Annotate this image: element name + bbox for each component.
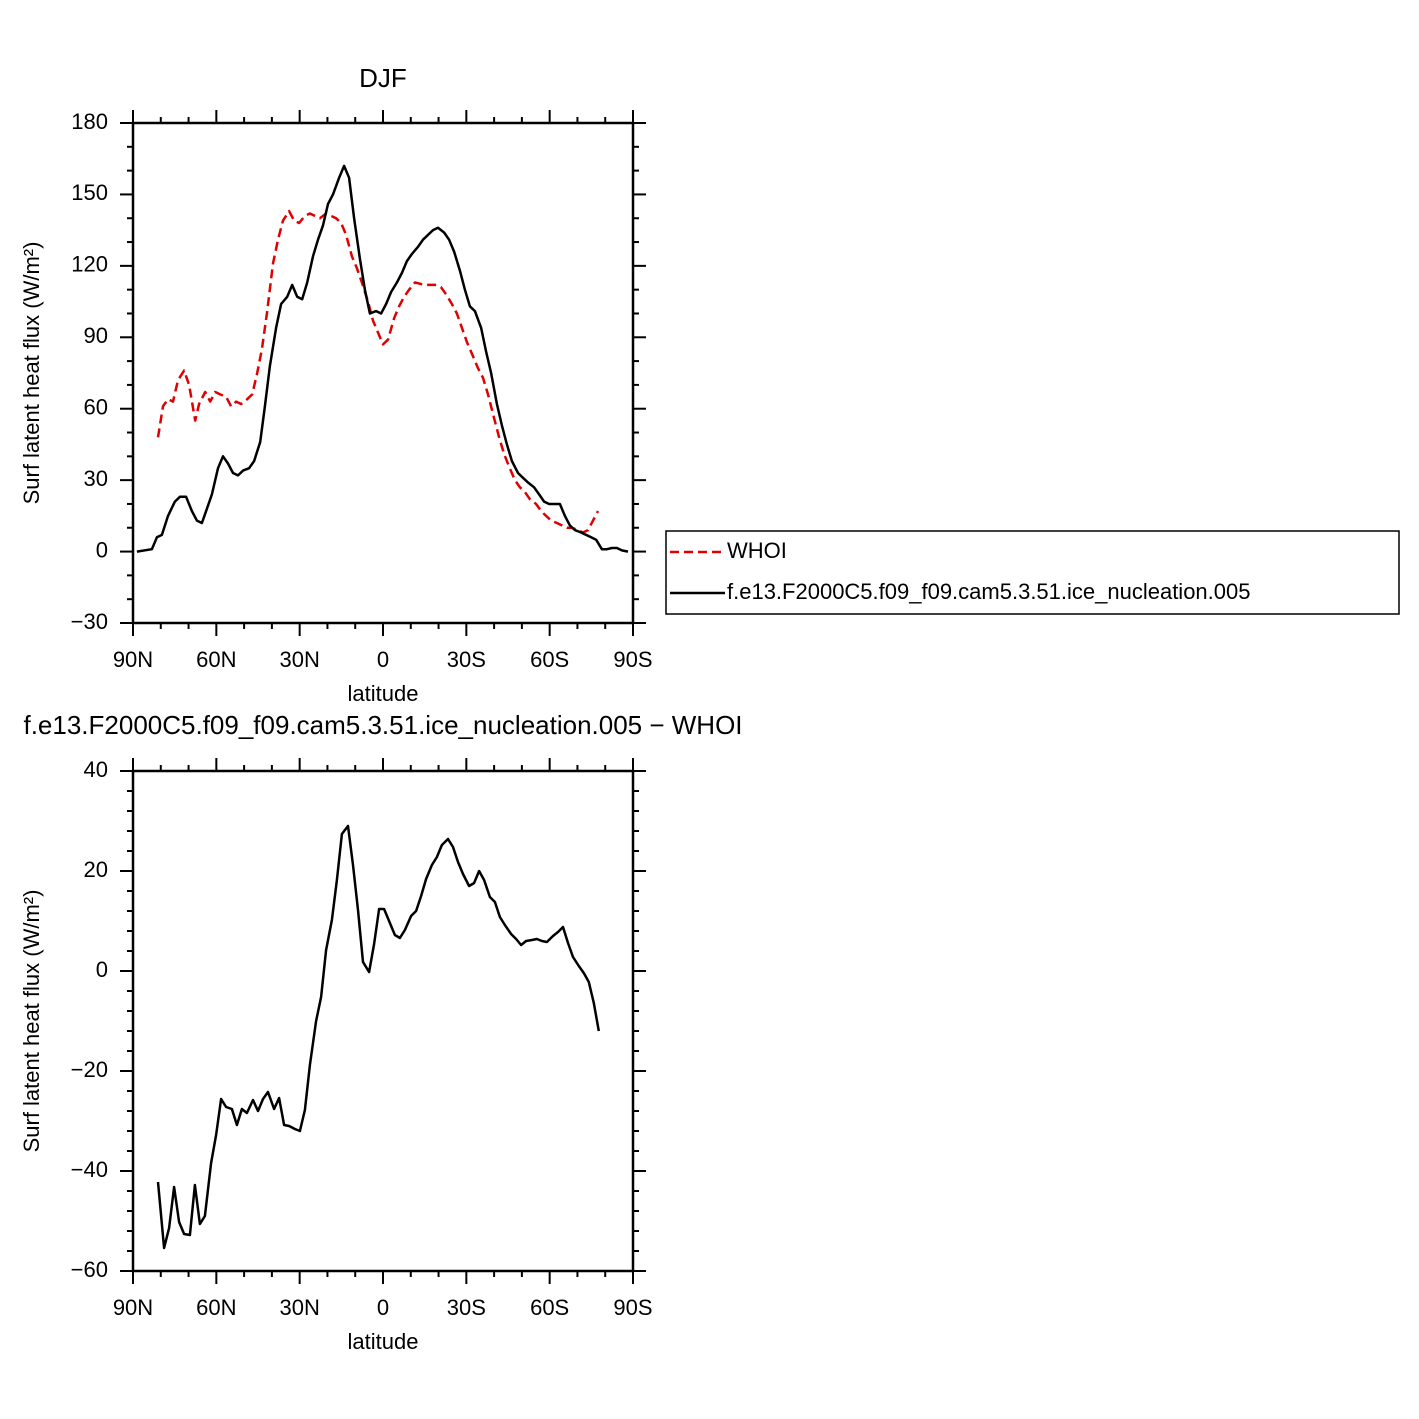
x-tick-label: 30S xyxy=(447,1295,486,1320)
y-tick-label: 30 xyxy=(84,466,108,491)
x-tick-label: 90N xyxy=(113,647,153,672)
y-tick-label: −40 xyxy=(71,1157,108,1182)
x-tick-label: 60S xyxy=(530,647,569,672)
y-tick-label: −60 xyxy=(71,1257,108,1282)
data-line xyxy=(136,164,629,553)
data-line xyxy=(156,209,600,534)
x-axis-label: latitude xyxy=(348,681,419,706)
y-tick-label: 180 xyxy=(71,109,108,134)
y-tick-label: 20 xyxy=(84,857,108,882)
x-tick-label: 0 xyxy=(377,647,389,672)
legend-label: f.e13.F2000C5.f09_f09.cam5.3.51.ice_nucl… xyxy=(727,579,1251,604)
legend-label: WHOI xyxy=(727,538,787,563)
x-tick-label: 90S xyxy=(613,1295,652,1320)
x-tick-label: 0 xyxy=(377,1295,389,1320)
x-tick-label: 30N xyxy=(279,647,319,672)
x-tick-label: 30S xyxy=(447,647,486,672)
x-tick-label: 60S xyxy=(530,1295,569,1320)
y-tick-label: 0 xyxy=(96,537,108,562)
x-axis-label: latitude xyxy=(348,1329,419,1354)
y-tick-label: 60 xyxy=(84,395,108,420)
x-tick-label: 60N xyxy=(196,647,236,672)
y-tick-label: −30 xyxy=(71,609,108,634)
y-tick-label: 150 xyxy=(71,180,108,205)
y-tick-label: 120 xyxy=(71,252,108,277)
chart-title: DJF xyxy=(359,63,407,93)
y-axis-label: Surf latent heat flux (W/m²) xyxy=(19,242,44,505)
x-tick-label: 90S xyxy=(613,647,652,672)
x-tick-label: 90N xyxy=(113,1295,153,1320)
x-tick-label: 30N xyxy=(279,1295,319,1320)
legend-box xyxy=(665,530,1400,615)
chart-title: f.e13.F2000C5.f09_f09.cam5.3.51.ice_nucl… xyxy=(23,710,742,740)
data-line xyxy=(156,824,601,1250)
x-tick-label: 60N xyxy=(196,1295,236,1320)
y-tick-label: 40 xyxy=(84,757,108,782)
y-tick-label: 90 xyxy=(84,323,108,348)
y-tick-label: 0 xyxy=(96,957,108,982)
y-tick-label: −20 xyxy=(71,1057,108,1082)
y-axis-label: Surf latent heat flux (W/m²) xyxy=(19,890,44,1153)
plot-frame xyxy=(131,121,635,625)
